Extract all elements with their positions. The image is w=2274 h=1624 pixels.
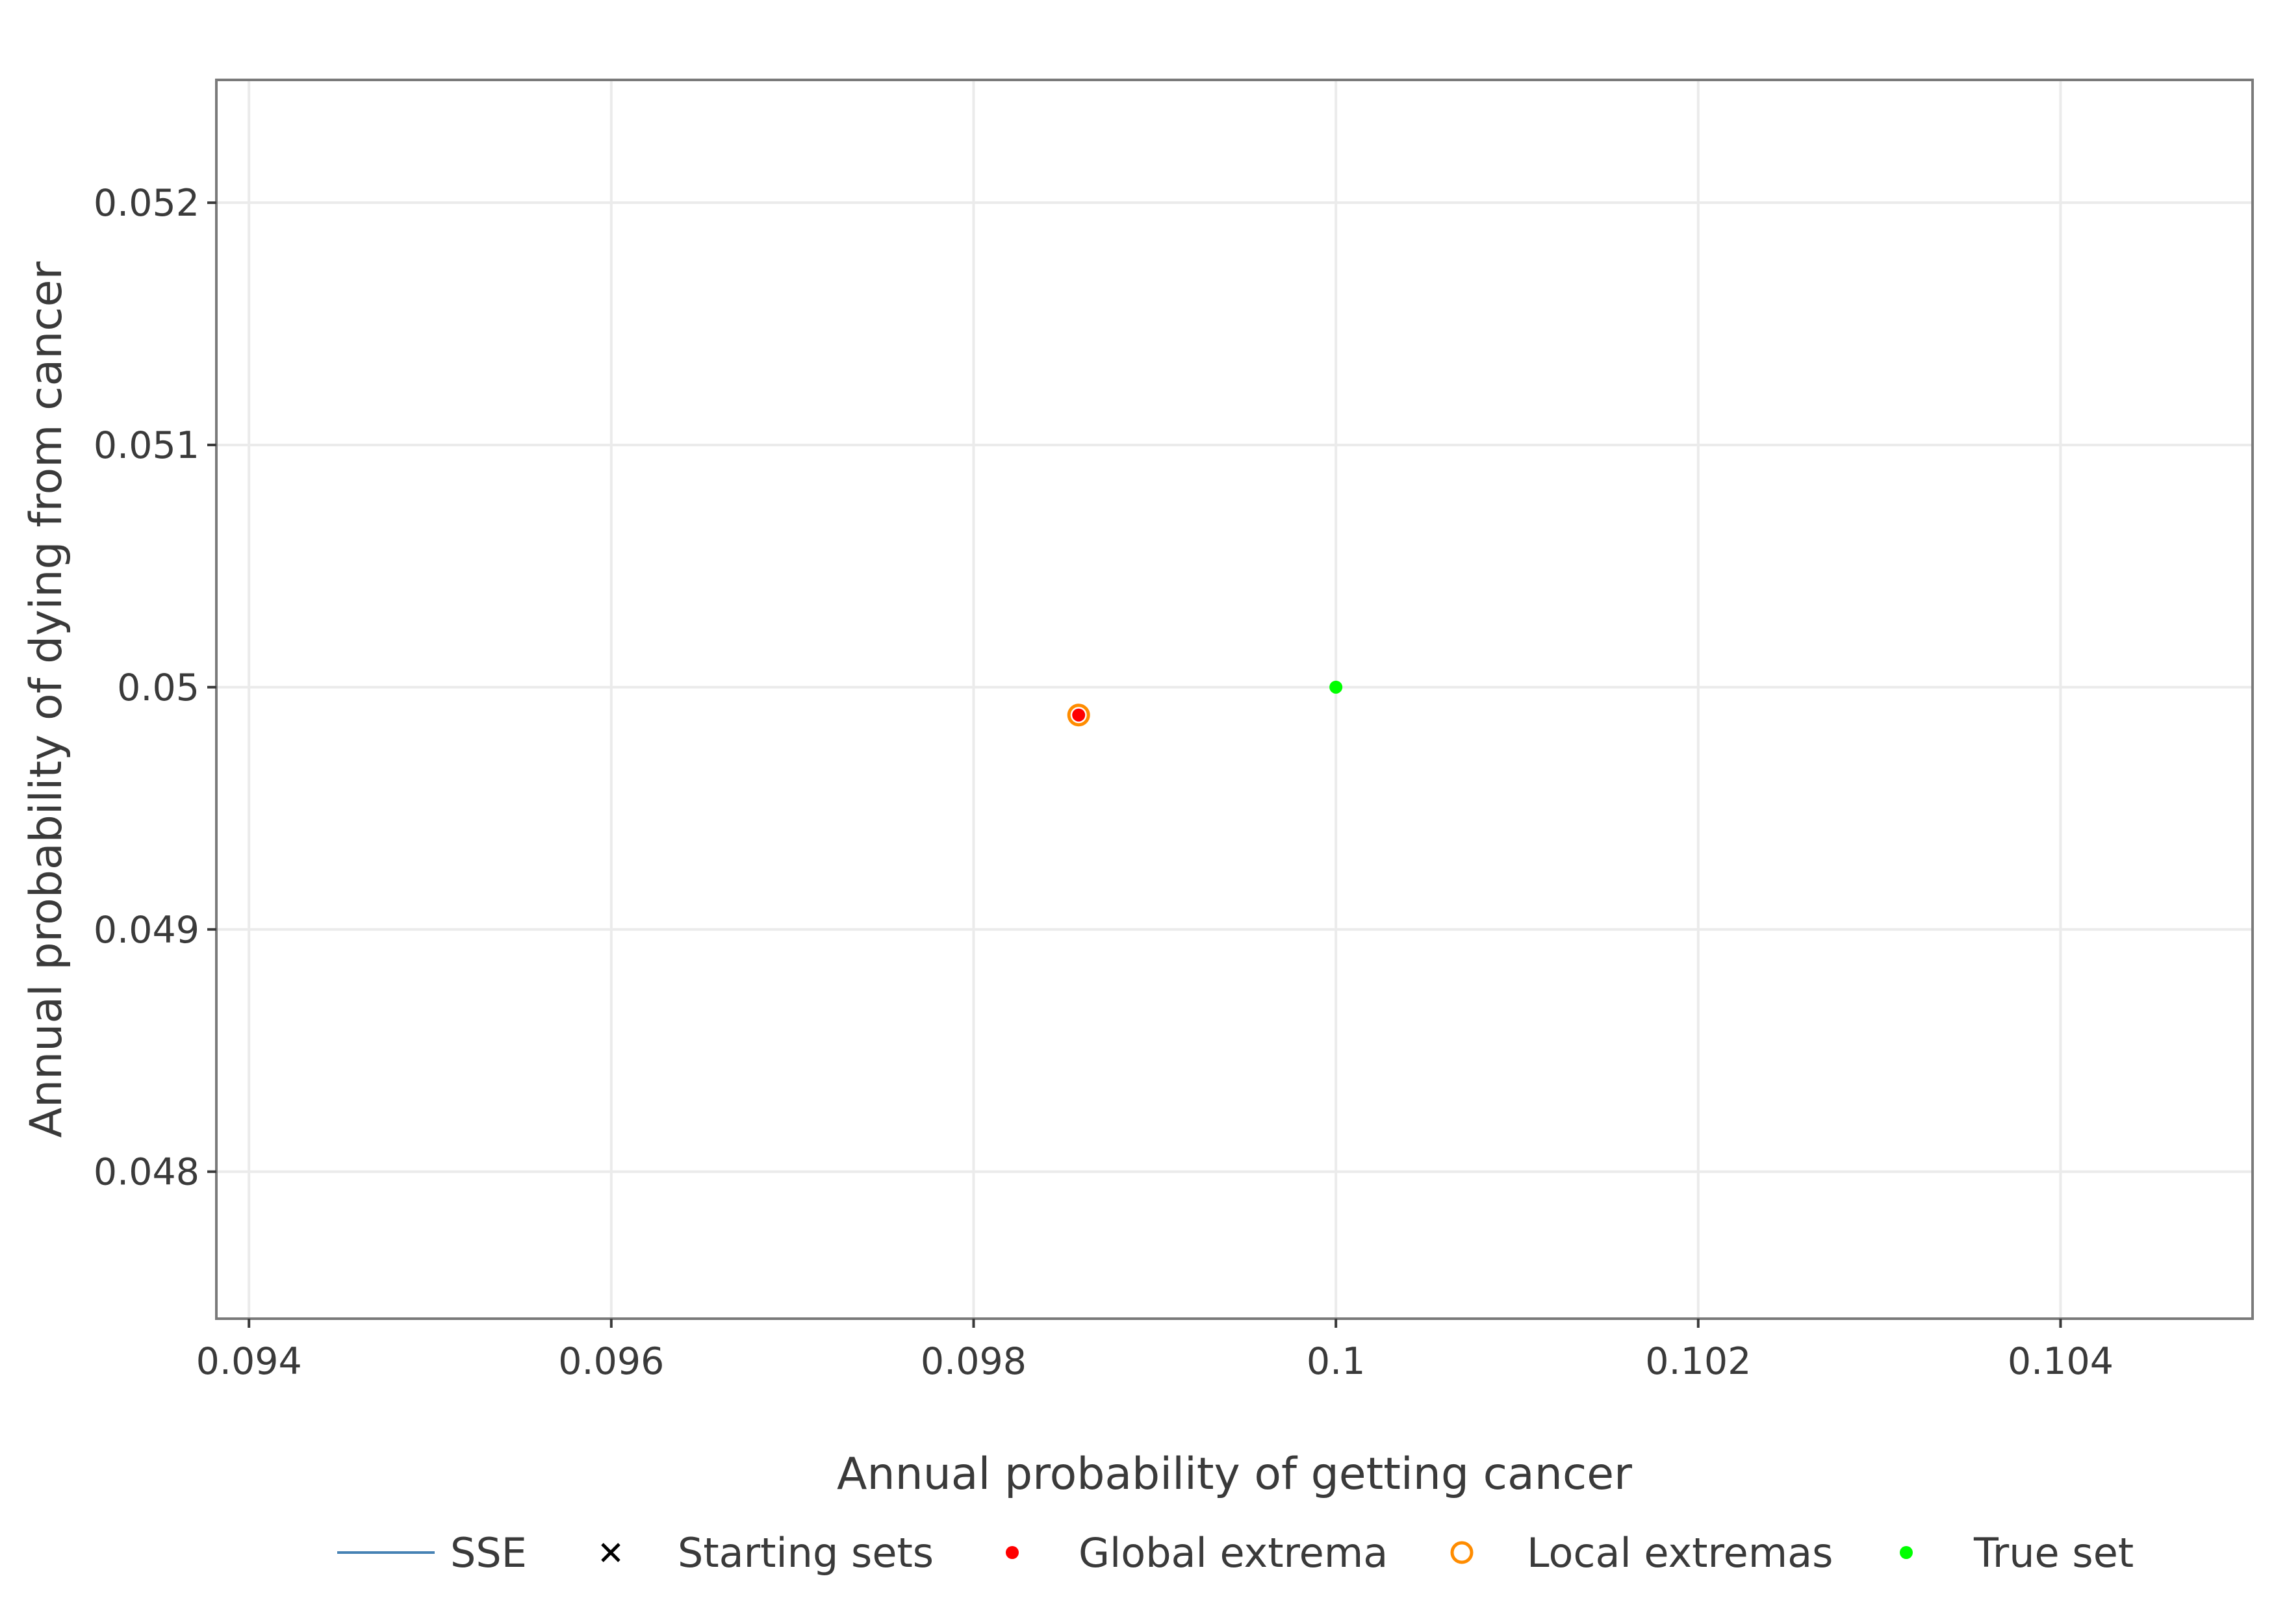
legend-item-starting-sets: Starting sets	[601, 1529, 934, 1577]
y-axis-title: Annual probability of dying from cancer	[21, 261, 72, 1137]
plot-area-border	[215, 79, 2254, 1320]
legend-label: True set	[1973, 1529, 2134, 1577]
y-tick-label: 0.052	[94, 182, 199, 225]
legend-key-true-set	[1900, 1546, 1913, 1559]
y-tick-label: 0.049	[94, 909, 199, 952]
local-extremas-point	[1067, 704, 1090, 727]
legend-label: Starting sets	[678, 1529, 934, 1577]
legend-key-global-extrema	[1006, 1546, 1019, 1559]
legend-label: SSE	[450, 1529, 527, 1577]
legend-key-starting-sets	[601, 1543, 620, 1562]
legend-item-true-set: True set	[1900, 1529, 2134, 1577]
legend: SSE Starting sets Global extrema Local extr…	[337, 1529, 2134, 1577]
y-tick-label: 0.05	[117, 666, 199, 709]
y-tick-label: 0.048	[94, 1151, 199, 1194]
x-tick-label: 0.094	[196, 1340, 302, 1383]
x-tick-label: 0.1	[1307, 1340, 1366, 1383]
legend-label: Global extrema	[1079, 1529, 1388, 1577]
global-extrema-point	[1072, 708, 1086, 722]
x-tick-label: 0.096	[558, 1340, 664, 1383]
true-set-point	[1329, 680, 1343, 694]
data-points	[1067, 680, 1343, 727]
legend-key-local-extremas	[1450, 1541, 1474, 1564]
x-tick-label: 0.104	[2008, 1340, 2114, 1383]
legend-item-sse: SSE	[337, 1529, 527, 1577]
y-tick-label: 0.051	[94, 424, 199, 467]
x-axis-title: Annual probability of getting cancer	[837, 1449, 1632, 1500]
x-tick-label: 0.102	[1645, 1340, 1751, 1383]
axis-ticks: 0.094 0.096 0.098 0.1 0.102 0.104 0.048 0.049 0.…	[94, 182, 2114, 1383]
legend-item-local-extremas: Local extremas	[1450, 1529, 1833, 1577]
legend-item-global-extrema: Global extrema	[1006, 1529, 1388, 1577]
x-tick-label: 0.098	[921, 1340, 1027, 1383]
grid-lines	[216, 80, 2253, 1319]
legend-label: Local extremas	[1527, 1529, 1833, 1577]
